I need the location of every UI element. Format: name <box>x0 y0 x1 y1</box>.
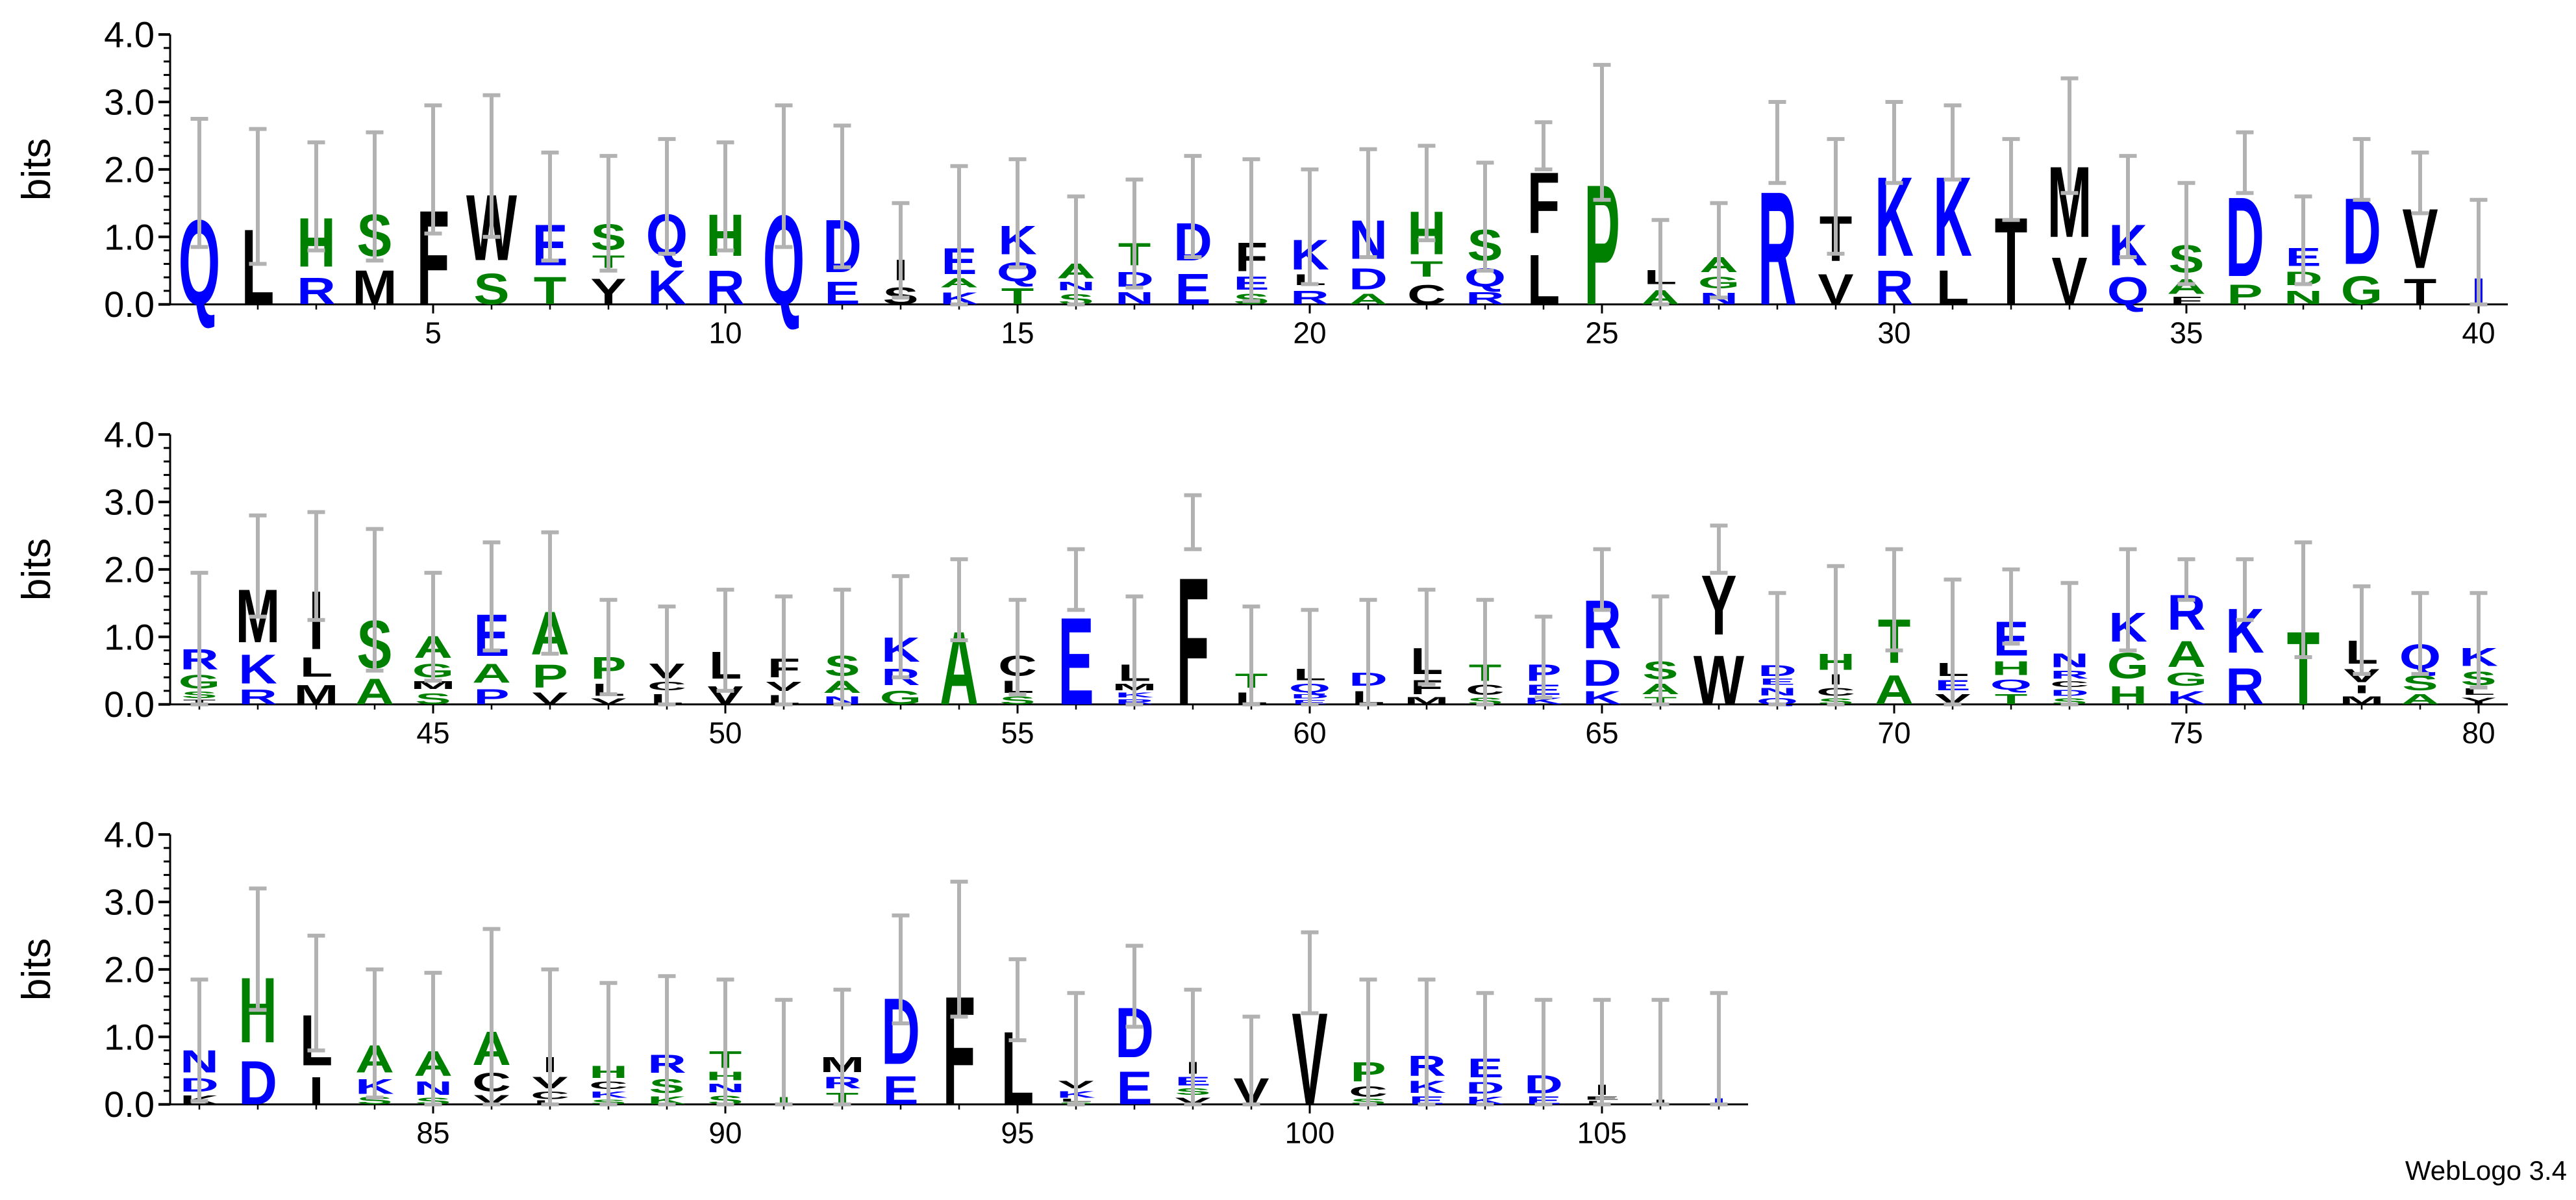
svg-text:E: E <box>1058 592 1094 731</box>
svg-text:C: C <box>1407 279 1446 310</box>
svg-text:85: 85 <box>416 1116 449 1150</box>
svg-text:Y: Y <box>590 271 626 312</box>
svg-text:0.0: 0.0 <box>104 1084 155 1125</box>
svg-text:35: 35 <box>2170 316 2203 350</box>
svg-text:55: 55 <box>1001 716 1034 750</box>
svg-text:R: R <box>1290 287 1329 308</box>
svg-text:40: 40 <box>2462 316 2495 350</box>
svg-text:bits: bits <box>14 538 59 601</box>
svg-text:10: 10 <box>708 316 742 350</box>
svg-text:W: W <box>1694 642 1745 719</box>
svg-text:105: 105 <box>1577 1116 1627 1150</box>
svg-text:15: 15 <box>1001 316 1034 350</box>
svg-text:70: 70 <box>1877 716 1910 750</box>
svg-text:30: 30 <box>1877 316 1910 350</box>
svg-text:M: M <box>2340 694 2384 706</box>
svg-text:G: G <box>880 687 921 708</box>
svg-text:bits: bits <box>14 938 59 1001</box>
svg-text:4.0: 4.0 <box>104 814 155 855</box>
svg-text:45: 45 <box>416 716 449 750</box>
svg-text:M: M <box>353 260 397 314</box>
svg-text:1.0: 1.0 <box>104 616 155 657</box>
svg-text:N: N <box>1115 288 1154 308</box>
svg-text:1.0: 1.0 <box>104 216 155 257</box>
svg-text:60: 60 <box>1293 716 1326 750</box>
svg-text:3.0: 3.0 <box>104 482 155 523</box>
svg-text:E: E <box>1175 266 1210 314</box>
svg-text:90: 90 <box>708 1116 742 1150</box>
svg-text:4.0: 4.0 <box>104 14 155 55</box>
svg-text:2.0: 2.0 <box>104 549 155 590</box>
svg-text:65: 65 <box>1585 716 1618 750</box>
svg-text:4.0: 4.0 <box>104 414 155 455</box>
svg-text:P: P <box>473 685 509 709</box>
svg-text:R: R <box>706 260 745 314</box>
svg-text:T: T <box>1001 284 1034 309</box>
svg-text:3.0: 3.0 <box>104 882 155 923</box>
svg-text:3.0: 3.0 <box>104 82 155 123</box>
svg-text:2.0: 2.0 <box>104 949 155 990</box>
svg-text:2.0: 2.0 <box>104 149 155 190</box>
svg-text:M: M <box>294 679 339 710</box>
svg-text:K: K <box>647 260 686 314</box>
svg-text:L: L <box>1527 240 1560 319</box>
svg-text:50: 50 <box>708 716 742 750</box>
svg-text:N: N <box>2284 288 2323 309</box>
svg-text:K: K <box>2167 688 2206 708</box>
svg-text:T: T <box>1995 691 2028 707</box>
svg-text:20: 20 <box>1293 316 1326 350</box>
svg-text:F: F <box>1177 540 1210 743</box>
svg-text:1.0: 1.0 <box>104 1016 155 1057</box>
svg-text:Y: Y <box>2460 695 2496 706</box>
svg-text:R: R <box>1758 159 1797 340</box>
svg-text:S: S <box>415 690 451 708</box>
svg-text:0.0: 0.0 <box>104 684 155 725</box>
svg-text:80: 80 <box>2462 716 2495 750</box>
svg-text:75: 75 <box>2170 716 2203 750</box>
svg-text:R: R <box>2225 658 2264 716</box>
svg-text:0.0: 0.0 <box>104 284 155 325</box>
svg-text:bits: bits <box>14 138 59 201</box>
